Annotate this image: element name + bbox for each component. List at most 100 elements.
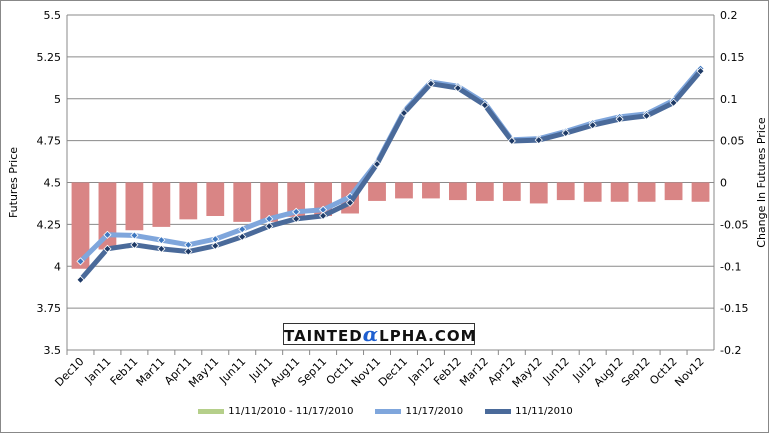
y2-tick-label: 0.05 bbox=[720, 135, 745, 148]
data-point bbox=[480, 101, 489, 110]
y-tick-label: 4.25 bbox=[37, 218, 62, 231]
y-tick-label: 5.25 bbox=[37, 51, 62, 64]
data-point bbox=[561, 129, 570, 138]
x-tick-label: Aug11 bbox=[268, 355, 302, 389]
data-point bbox=[157, 236, 166, 245]
y-tick-label: 4.5 bbox=[44, 177, 62, 190]
data-point bbox=[615, 115, 624, 124]
y-tick-label: 3.5 bbox=[44, 344, 62, 357]
bar bbox=[233, 182, 252, 222]
y2-tick-label: 0.2 bbox=[720, 9, 738, 22]
legend-swatch bbox=[198, 409, 225, 414]
x-tick-label: Dec10 bbox=[52, 355, 86, 389]
data-point bbox=[130, 240, 139, 249]
watermark-logo: TAINTEDαLPHA.COM bbox=[283, 322, 476, 346]
legend-item-1111: 11/11/2010 bbox=[485, 406, 573, 417]
data-point bbox=[238, 232, 247, 241]
x-tick-label: Aug12 bbox=[591, 355, 625, 389]
bar bbox=[71, 182, 90, 269]
data-point bbox=[399, 108, 409, 118]
legend-swatch bbox=[375, 409, 402, 414]
bar bbox=[610, 182, 629, 202]
bar bbox=[206, 182, 225, 216]
x-tick-label: Feb12 bbox=[431, 355, 464, 388]
y2-tick-label: -0.2 bbox=[720, 344, 741, 357]
x-tick-label: Jun11 bbox=[216, 355, 248, 387]
bar bbox=[502, 182, 521, 201]
x-tick-label: May12 bbox=[510, 355, 545, 390]
data-point bbox=[265, 222, 274, 231]
data-point bbox=[184, 247, 193, 256]
bar bbox=[260, 182, 279, 222]
y2-axis-title: Change In Futures Price bbox=[755, 117, 768, 248]
y-axis-title: Futures Price bbox=[7, 147, 20, 218]
bar bbox=[395, 182, 413, 199]
bar bbox=[422, 182, 440, 199]
data-point bbox=[345, 198, 355, 207]
data-point bbox=[130, 231, 139, 240]
x-tick-label: Jan12 bbox=[405, 355, 437, 387]
y2-tick-label: -0.15 bbox=[720, 302, 748, 315]
x-tick-label: Mar11 bbox=[134, 355, 168, 389]
legend-item-1117: 11/17/2010 bbox=[375, 406, 463, 417]
logo-text: TAINTED bbox=[284, 327, 363, 345]
bar bbox=[583, 182, 602, 202]
bar bbox=[664, 182, 683, 201]
data-point bbox=[103, 244, 112, 253]
data-point bbox=[642, 111, 651, 120]
x-tick-label: Jun12 bbox=[540, 355, 572, 387]
bar bbox=[152, 182, 171, 227]
x-tick-label: Feb11 bbox=[108, 355, 141, 388]
data-point bbox=[76, 275, 85, 284]
y-tick-label: 5.5 bbox=[44, 9, 62, 22]
data-point bbox=[426, 79, 436, 88]
bar bbox=[125, 182, 144, 231]
y-tick-label: 4 bbox=[54, 260, 61, 273]
data-point bbox=[372, 160, 382, 169]
bar bbox=[637, 182, 656, 202]
bar bbox=[475, 182, 494, 201]
x-tick-label: Nov12 bbox=[672, 355, 706, 389]
y2-tick-label: 0.15 bbox=[720, 51, 745, 64]
bar bbox=[556, 182, 575, 201]
bar bbox=[529, 182, 548, 204]
x-tick-label: Dec11 bbox=[376, 355, 410, 389]
y2-tick-label: 0 bbox=[720, 177, 727, 190]
data-point bbox=[319, 211, 328, 220]
legend-label: 11/17/2010 bbox=[405, 406, 464, 417]
bar bbox=[179, 182, 198, 220]
bar bbox=[368, 182, 386, 201]
legend: 11/11/2010 - 11/17/2010 11/17/2010 11/11… bbox=[1, 406, 768, 417]
data-point bbox=[534, 136, 543, 145]
data-point bbox=[76, 257, 85, 266]
bar bbox=[691, 182, 710, 202]
legend-swatch bbox=[485, 409, 512, 414]
y-tick-label: 3.75 bbox=[37, 302, 62, 315]
data-point bbox=[696, 67, 705, 76]
data-point bbox=[292, 214, 301, 223]
logo-alpha: α bbox=[362, 322, 380, 346]
y2-tick-label: -0.1 bbox=[720, 260, 741, 273]
data-point bbox=[588, 121, 597, 130]
data-point bbox=[103, 230, 112, 239]
data-point bbox=[157, 244, 166, 253]
data-point bbox=[453, 83, 462, 93]
data-point bbox=[507, 136, 516, 146]
legend-label: 11/11/2010 - 11/17/2010 bbox=[228, 406, 354, 417]
y2-tick-label: 0.1 bbox=[720, 93, 738, 106]
x-tick-label: Jan11 bbox=[82, 355, 114, 387]
x-tick-label: May11 bbox=[186, 355, 221, 390]
y-tick-label: 4.75 bbox=[37, 135, 62, 148]
legend-item-change: 11/11/2010 - 11/17/2010 bbox=[198, 406, 353, 417]
x-tick-label: Mar12 bbox=[457, 355, 491, 389]
x-tick-label: Nov11 bbox=[349, 355, 383, 389]
bar bbox=[448, 182, 467, 201]
x-tick-label: Sep11 bbox=[295, 355, 329, 389]
data-point bbox=[669, 98, 678, 107]
series-line bbox=[78, 66, 703, 264]
series-line bbox=[78, 69, 703, 282]
y-tick-label: 5 bbox=[54, 93, 61, 106]
legend-label: 11/11/2010 bbox=[515, 406, 573, 417]
